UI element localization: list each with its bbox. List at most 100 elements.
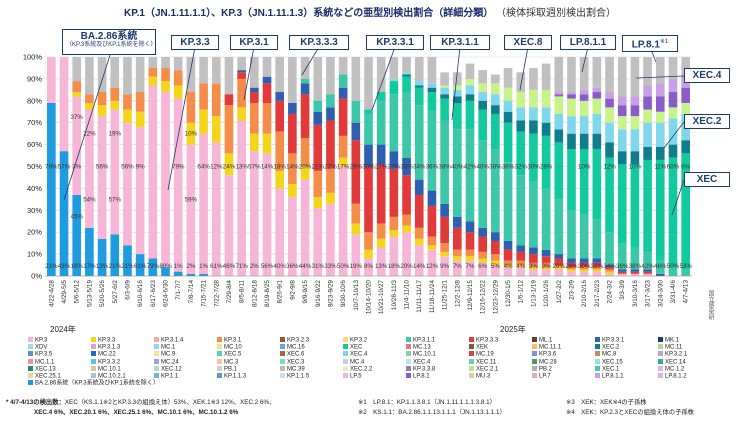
data-label: 54%	[83, 197, 96, 204]
bar-segment	[655, 83, 665, 97]
bar-segment	[135, 127, 145, 255]
bar-segment	[376, 100, 386, 145]
bar-segment	[491, 148, 500, 233]
legend-item: KP.1.1	[154, 373, 178, 381]
x-tick-label: 4/29-5/5	[61, 280, 68, 304]
callout-xec2-label: XEC.2	[692, 116, 722, 127]
x-tick-label: 10/21-10/27	[378, 280, 385, 315]
data-label: 20%	[299, 164, 312, 171]
data-label: 21%	[312, 164, 325, 171]
bar-segment	[592, 267, 602, 270]
legend-label: KP.3.2.1	[665, 351, 688, 358]
legend-label: MC.8	[602, 351, 617, 358]
data-label: 16%	[71, 263, 84, 270]
bar-segment	[351, 140, 361, 204]
callout-kp31-label: KP.3.1	[239, 37, 269, 48]
legend-item: XDV	[28, 344, 47, 352]
bar-segment	[414, 245, 424, 276]
legend-label: BA.2.86系統（KP.3系統及びKP.1系統を除く）	[35, 380, 159, 387]
source-label: 国立感染研	[707, 290, 713, 320]
x-tick-label: 3/10-3/16	[632, 280, 639, 307]
bar-segment	[402, 175, 411, 215]
callout-kp333: KP.3.3.3	[289, 35, 349, 50]
bar-segment	[351, 234, 361, 276]
callout-kp331-label: KP.3.3.1	[376, 37, 414, 48]
legend-item: KP.3.3	[91, 337, 115, 345]
bar-segment	[389, 81, 399, 95]
bar-segment	[250, 92, 259, 103]
bar-segment	[630, 105, 640, 117]
bar-segment	[275, 131, 285, 171]
bar-segment	[224, 105, 234, 154]
bar-segment	[554, 142, 564, 200]
legend-label: PB.1	[224, 366, 238, 373]
bar-segment	[592, 271, 602, 276]
data-label: 36%	[502, 164, 515, 171]
bar-segment	[135, 254, 145, 276]
callout-xec8-label: XEC.8	[513, 37, 543, 48]
callout-xec8: XEC.8	[504, 35, 552, 50]
bar-segment	[414, 194, 424, 228]
bar-segment	[161, 267, 170, 276]
data-label: 7%	[453, 263, 462, 270]
legend-swatch	[91, 373, 96, 378]
bar-segment	[554, 94, 564, 97]
legend-swatch	[343, 358, 348, 364]
data-label: 56%	[96, 164, 109, 171]
data-label: 34%	[603, 263, 616, 270]
legend-item: MC.11	[658, 344, 682, 352]
bar-segment	[224, 153, 234, 176]
bar-segment	[97, 92, 107, 106]
bar-segment	[376, 238, 386, 248]
bar-segment	[579, 116, 589, 134]
legend-item: LP.5	[343, 373, 362, 381]
data-label: 10%	[185, 130, 198, 137]
legend-item: KP.3.1	[217, 337, 241, 345]
bar-segment	[617, 271, 627, 274]
bar-segment	[376, 144, 386, 165]
bar-segment	[668, 267, 678, 276]
data-label: 10%	[629, 164, 642, 171]
bar-segment	[376, 164, 386, 224]
bar-segment	[414, 238, 424, 246]
data-label: 30%	[400, 164, 413, 171]
data-label: 28%	[540, 164, 553, 171]
bar-segment	[59, 57, 69, 152]
bar-segment	[655, 111, 665, 123]
bar-segment	[605, 107, 614, 123]
data-label: 30%	[527, 164, 540, 171]
year-label-2024: 2024年	[50, 325, 76, 334]
legend-swatch	[595, 337, 600, 342]
bar-segment	[72, 92, 82, 97]
bar-segment	[567, 269, 576, 272]
x-tick-label: 10/28-11/3	[391, 280, 398, 311]
bar-segment	[643, 271, 652, 274]
data-label: 79%	[172, 164, 185, 171]
legend-item: MC.22	[91, 351, 116, 359]
bar-segment	[452, 260, 462, 276]
bar-segment	[148, 85, 158, 259]
bar-segment	[541, 262, 551, 268]
data-label: 53%	[679, 263, 692, 270]
legend-swatch	[658, 344, 663, 350]
bar-segment	[491, 94, 500, 106]
x-tick-label: 9/16-9/22	[315, 280, 322, 307]
bar-segment	[389, 151, 399, 169]
x-tick-label: 8/12-8/18	[251, 280, 258, 307]
bar-segment	[351, 223, 361, 235]
x-tick-label: 7/1-7/7	[175, 280, 182, 300]
bar-segment	[668, 57, 678, 79]
callout-leader	[671, 179, 685, 216]
x-tick-label: 7/15-7/21	[201, 280, 208, 307]
legend-item: XEC	[343, 344, 362, 352]
bar-segment	[567, 210, 576, 259]
bar-segment	[503, 267, 513, 276]
bar-segment	[414, 85, 424, 88]
data-label: 22%	[324, 164, 337, 171]
bar-segment	[529, 67, 538, 90]
callout-lp81-label: LP.8.1	[631, 39, 660, 51]
legend-item: KP.3.5	[28, 351, 52, 359]
legend-label: KP.3.3.1	[602, 337, 625, 344]
legend-swatch	[406, 344, 411, 350]
